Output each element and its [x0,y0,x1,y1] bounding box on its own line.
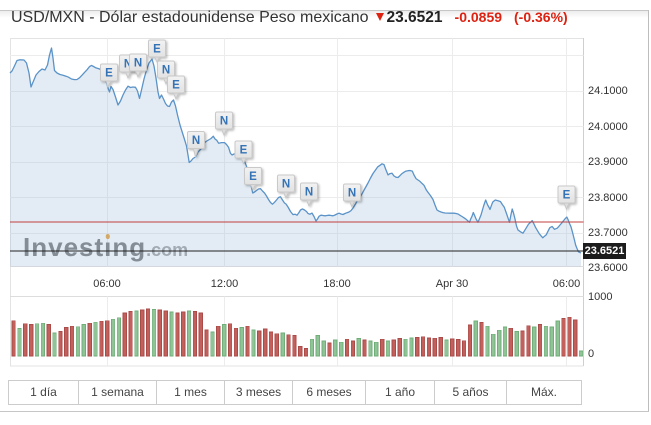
svg-text:N: N [192,135,200,147]
svg-text:N: N [220,116,228,128]
svg-text:N: N [305,187,313,199]
svg-text:N: N [282,179,290,191]
svg-text:E: E [172,80,180,92]
svg-text:E: E [153,44,161,56]
svg-text:E: E [105,68,113,80]
svg-text:N: N [134,58,142,70]
svg-text:E: E [563,190,571,202]
svg-text:N: N [162,65,170,77]
svg-text:N: N [348,188,356,200]
svg-text:E: E [249,171,257,183]
svg-text:N: N [124,59,132,71]
svg-text:E: E [240,145,248,157]
